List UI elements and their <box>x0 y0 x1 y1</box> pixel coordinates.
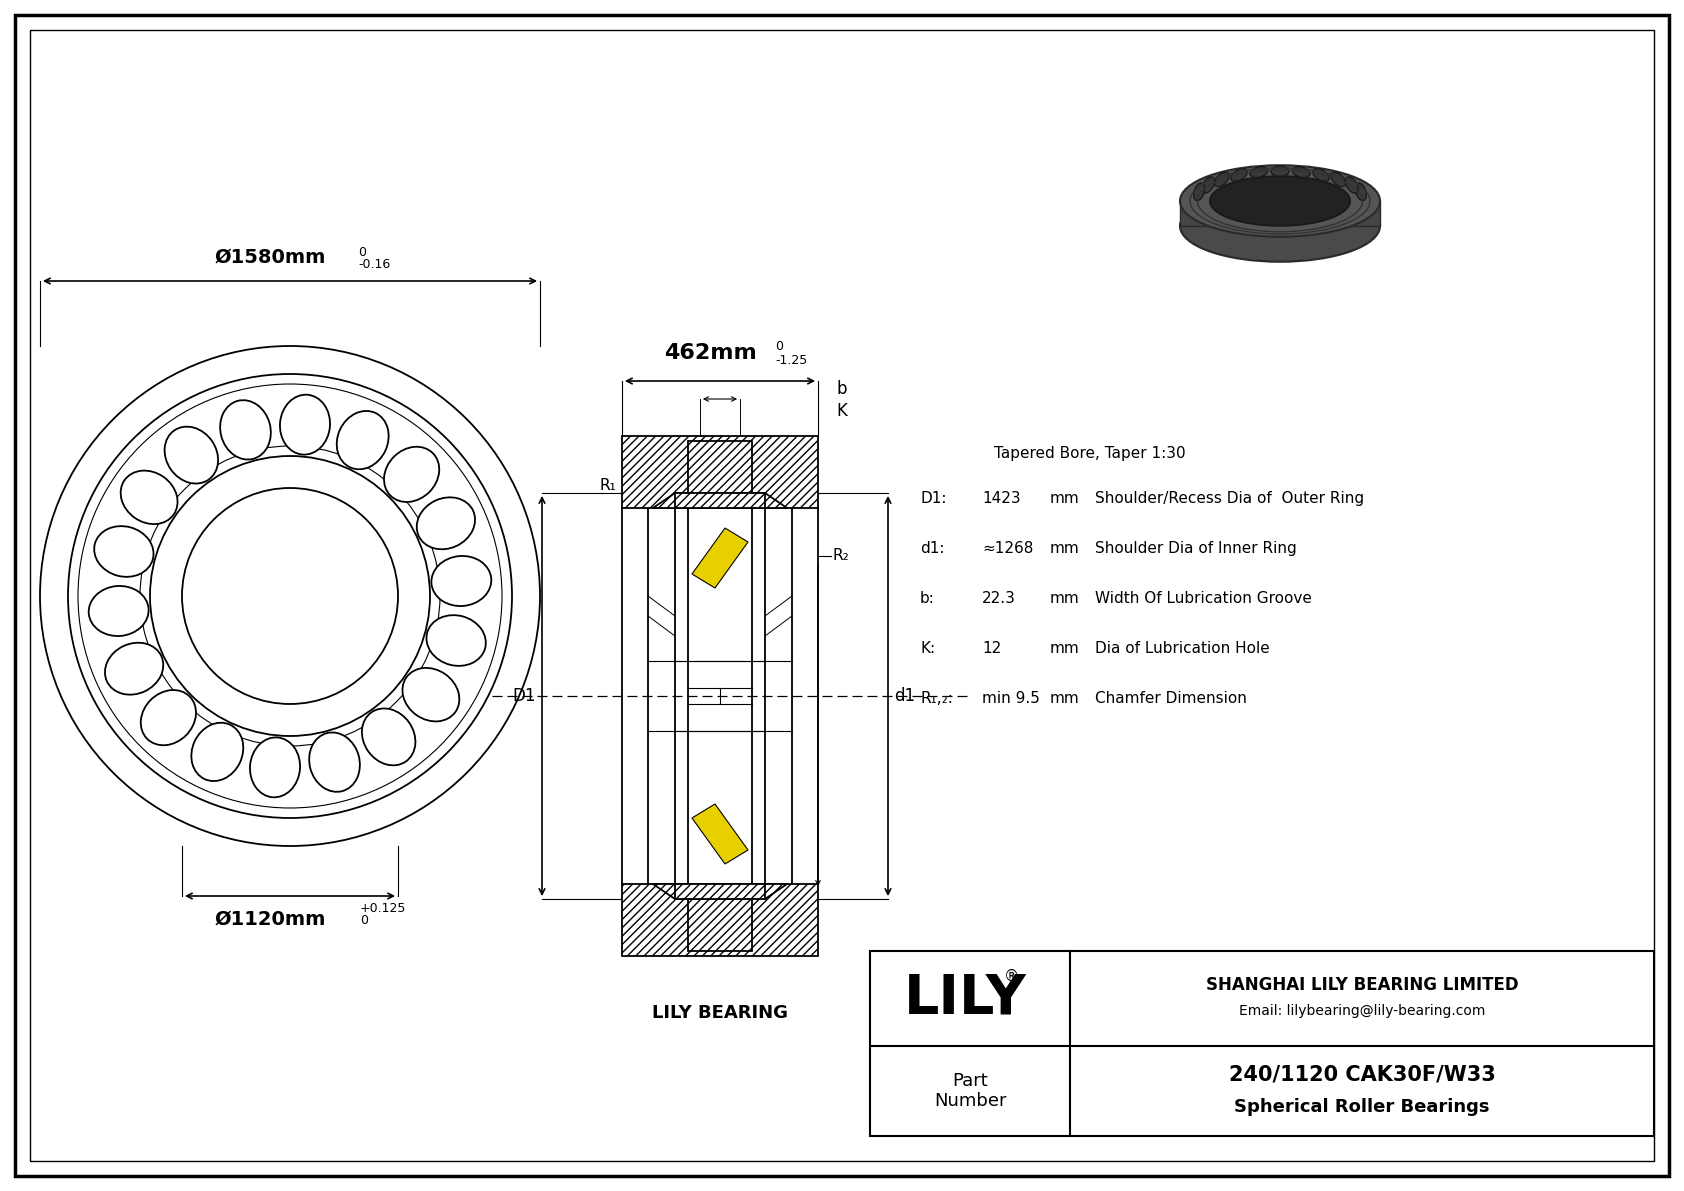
Text: D1: D1 <box>512 687 536 705</box>
Text: Ø1580mm: Ø1580mm <box>214 248 325 267</box>
Polygon shape <box>692 804 748 863</box>
Circle shape <box>40 347 541 846</box>
Ellipse shape <box>249 737 300 797</box>
Ellipse shape <box>416 498 475 549</box>
Ellipse shape <box>221 400 271 460</box>
Bar <box>689 441 753 509</box>
Bar <box>675 884 765 899</box>
Text: K: K <box>835 403 847 420</box>
Text: Dia of Lubrication Hole: Dia of Lubrication Hole <box>1095 641 1270 656</box>
Text: +0.125: +0.125 <box>360 902 406 915</box>
Text: Shoulder/Recess Dia of  Outer Ring: Shoulder/Recess Dia of Outer Ring <box>1095 491 1364 506</box>
Polygon shape <box>653 493 786 509</box>
Text: Ø1120mm: Ø1120mm <box>214 910 325 929</box>
Text: 462mm: 462mm <box>663 343 756 363</box>
Polygon shape <box>653 884 786 899</box>
Text: Shoulder Dia of Inner Ring: Shoulder Dia of Inner Ring <box>1095 541 1297 556</box>
Text: Part
Number: Part Number <box>933 1072 1007 1110</box>
Text: Spherical Roller Bearings: Spherical Roller Bearings <box>1234 1098 1490 1116</box>
Circle shape <box>182 488 397 704</box>
Ellipse shape <box>1330 173 1346 187</box>
Text: mm: mm <box>1051 491 1079 506</box>
Ellipse shape <box>1314 169 1329 181</box>
Ellipse shape <box>165 426 219 484</box>
Ellipse shape <box>1202 177 1214 193</box>
Ellipse shape <box>1194 183 1204 200</box>
Ellipse shape <box>104 643 163 694</box>
Ellipse shape <box>1180 166 1379 237</box>
Ellipse shape <box>431 556 492 606</box>
Text: b:: b: <box>919 591 935 606</box>
Text: R₂: R₂ <box>834 549 850 563</box>
Text: Tapered Bore, Taper 1:30: Tapered Bore, Taper 1:30 <box>994 445 1186 461</box>
Ellipse shape <box>1292 167 1310 177</box>
Text: 240/1120 CAK30F/W33: 240/1120 CAK30F/W33 <box>1229 1065 1495 1085</box>
Ellipse shape <box>1211 176 1351 226</box>
Text: R₁,₂:: R₁,₂: <box>919 691 953 706</box>
Ellipse shape <box>310 732 360 792</box>
Bar <box>689 884 753 950</box>
Text: ®: ® <box>1004 969 1019 984</box>
Text: Email: lilybearing@lily-bearing.com: Email: lilybearing@lily-bearing.com <box>1239 1004 1485 1017</box>
Ellipse shape <box>89 586 148 636</box>
Ellipse shape <box>94 526 153 576</box>
Text: 0: 0 <box>359 247 365 258</box>
Text: R₁: R₁ <box>600 478 616 493</box>
Text: mm: mm <box>1051 591 1079 606</box>
Text: ≈1268: ≈1268 <box>982 541 1034 556</box>
Ellipse shape <box>426 615 485 666</box>
Ellipse shape <box>121 470 177 524</box>
Text: LILY: LILY <box>904 972 1027 1025</box>
Ellipse shape <box>362 709 416 766</box>
Ellipse shape <box>1250 167 1268 177</box>
Bar <box>871 950 1654 1136</box>
Text: Width Of Lubrication Groove: Width Of Lubrication Groove <box>1095 591 1312 606</box>
Ellipse shape <box>192 723 242 781</box>
Text: 0: 0 <box>360 913 369 927</box>
Ellipse shape <box>1356 183 1366 200</box>
Bar <box>621 436 818 509</box>
Circle shape <box>150 456 429 736</box>
Ellipse shape <box>1346 177 1359 193</box>
Text: d1:: d1: <box>919 541 945 556</box>
Text: min 9.5: min 9.5 <box>982 691 1041 706</box>
Text: 1423: 1423 <box>982 491 1021 506</box>
Text: mm: mm <box>1051 641 1079 656</box>
Bar <box>675 493 765 509</box>
Ellipse shape <box>384 447 440 501</box>
Text: -0.16: -0.16 <box>359 258 391 272</box>
Ellipse shape <box>1214 173 1229 187</box>
Ellipse shape <box>337 411 389 469</box>
Text: mm: mm <box>1051 541 1079 556</box>
Text: K:: K: <box>919 641 935 656</box>
Ellipse shape <box>1271 167 1288 176</box>
Text: b: b <box>835 380 847 398</box>
Text: -1.25: -1.25 <box>775 354 807 367</box>
Text: 0: 0 <box>775 339 783 353</box>
Polygon shape <box>692 528 748 588</box>
Text: 12: 12 <box>982 641 1002 656</box>
Bar <box>621 884 818 956</box>
Text: mm: mm <box>1051 691 1079 706</box>
Ellipse shape <box>141 690 195 746</box>
Text: LILY BEARING: LILY BEARING <box>652 1004 788 1022</box>
Text: D1:: D1: <box>919 491 946 506</box>
Ellipse shape <box>402 668 460 722</box>
Circle shape <box>67 374 512 818</box>
Ellipse shape <box>1231 169 1248 181</box>
Text: SHANGHAI LILY BEARING LIMITED: SHANGHAI LILY BEARING LIMITED <box>1206 975 1519 993</box>
Text: Chamfer Dimension: Chamfer Dimension <box>1095 691 1246 706</box>
Polygon shape <box>1180 201 1379 226</box>
Ellipse shape <box>280 394 330 455</box>
Text: d1: d1 <box>894 687 914 705</box>
Ellipse shape <box>1180 191 1379 262</box>
Text: 22.3: 22.3 <box>982 591 1015 606</box>
